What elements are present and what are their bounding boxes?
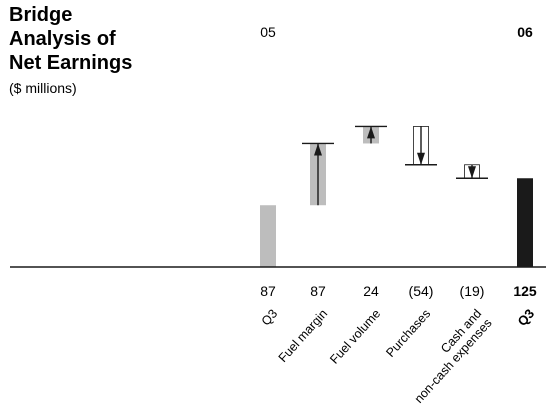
category-label: Q3 xyxy=(259,307,281,329)
arrow-down-head xyxy=(468,166,476,179)
data-label: 87 xyxy=(260,283,276,299)
chart-title-line: Analysis of xyxy=(9,28,116,50)
chart-title-line: Bridge xyxy=(9,4,72,26)
data-label: (54) xyxy=(409,283,434,299)
category-label: Q3 xyxy=(514,306,537,329)
period-label-start: 05 xyxy=(260,24,276,40)
bars-group xyxy=(260,125,533,267)
arrow-down-head xyxy=(417,152,425,165)
chart-title: Bridge Analysis of Net Earnings xyxy=(9,4,132,74)
category-label-line: Purchases xyxy=(383,307,433,360)
period-label-end: 06 xyxy=(517,24,533,40)
category-label: Purchases xyxy=(383,307,433,360)
arrow-up-head xyxy=(367,126,375,139)
chart-title-line: Net Earnings xyxy=(9,52,132,74)
category-label: Fuel margin xyxy=(276,307,331,365)
category-label-line: Fuel volume xyxy=(327,307,383,367)
category-label-line: Fuel margin xyxy=(276,307,331,365)
category-label: Fuel volume xyxy=(327,307,383,367)
bar-total xyxy=(260,205,276,267)
data-label: 125 xyxy=(513,283,537,299)
category-label-line: Q3 xyxy=(259,307,281,329)
data-label: (19) xyxy=(460,283,485,299)
category-label-line: Q3 xyxy=(514,306,537,329)
chart-subtitle: ($ millions) xyxy=(9,80,77,96)
data-label: 24 xyxy=(363,283,379,299)
data-label: 87 xyxy=(310,283,326,299)
bar-total xyxy=(517,178,533,267)
arrow-up-head xyxy=(314,143,322,156)
